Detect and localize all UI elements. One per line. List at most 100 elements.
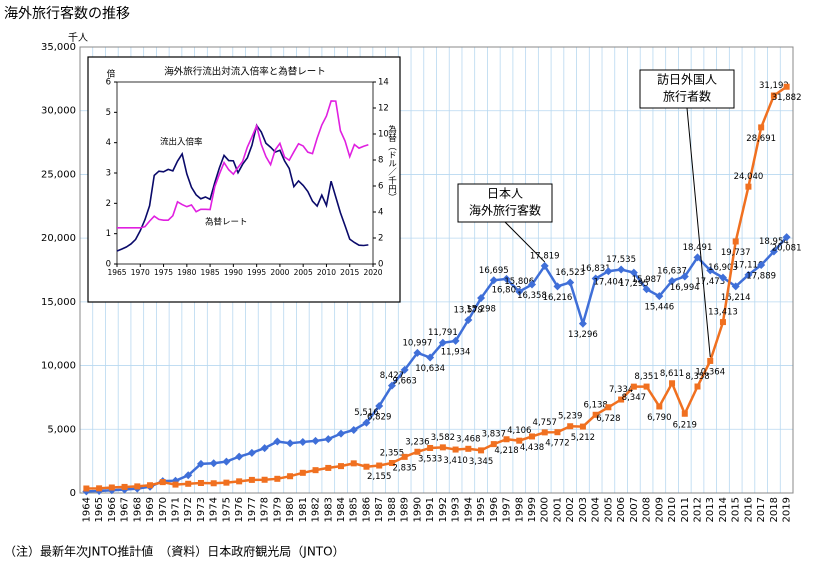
data-label: 8,611: [660, 369, 684, 379]
y-tick-label: 5: [106, 108, 111, 118]
point: [669, 380, 676, 387]
point: [438, 338, 447, 347]
point: [222, 457, 231, 466]
point: [489, 276, 498, 285]
point: [642, 285, 651, 294]
data-label: 3,837: [482, 430, 506, 440]
y-tick-label: 5,000: [47, 424, 76, 435]
point: [566, 278, 575, 287]
annotation: 訪日外国人: [657, 72, 717, 87]
x-tick-label: 1968: [132, 497, 143, 522]
point: [745, 183, 752, 190]
point: [719, 319, 726, 326]
x-tick-label: 1966: [107, 497, 118, 522]
data-label: 2,155: [367, 472, 391, 482]
data-label: 16,358: [517, 291, 547, 301]
y-tick-label: 3: [106, 169, 111, 179]
point: [196, 459, 205, 468]
data-label: 5,212: [571, 433, 595, 443]
point: [337, 429, 346, 438]
data-label: 16,803: [492, 285, 522, 295]
point: [159, 479, 166, 486]
x-tick-label: 1965: [107, 268, 126, 277]
x-tick-label: 2006: [616, 497, 627, 522]
x-tick-label: 2019: [782, 497, 793, 522]
y-tick-label: 4: [106, 138, 111, 148]
data-label: 11,934: [441, 347, 471, 357]
data-label: 4,772: [545, 439, 569, 449]
data-label: 16,903: [708, 263, 738, 273]
callout-line: [504, 221, 546, 263]
point: [769, 247, 778, 256]
y-tick-label: 25,000: [41, 169, 76, 180]
point: [248, 476, 255, 483]
point: [694, 383, 701, 390]
y2-tick-label: 6: [378, 182, 383, 192]
x-tick-label: 2000: [270, 268, 289, 277]
point: [629, 268, 638, 277]
data-label: 8,358: [685, 372, 709, 382]
data-label: 16,216: [543, 293, 573, 303]
point: [668, 276, 677, 285]
x-tick-label: 2017: [756, 497, 767, 522]
x-tick-label: 1980: [177, 268, 196, 277]
point: [299, 469, 306, 476]
point: [172, 481, 179, 488]
point: [311, 436, 320, 445]
x-tick-label: 1993: [451, 497, 462, 522]
data-label: 15,446: [644, 303, 674, 313]
data-label: 17,535: [606, 255, 636, 265]
data-label: 17,819: [530, 251, 560, 261]
point: [413, 348, 422, 357]
point: [298, 437, 307, 446]
point: [770, 92, 777, 99]
data-label: 3,533: [418, 454, 442, 464]
point: [363, 463, 370, 470]
point: [376, 462, 383, 469]
data-label: 2,835: [392, 463, 416, 473]
point: [287, 473, 294, 480]
x-tick-label: 1984: [336, 497, 347, 522]
y-tick-label: 2: [106, 199, 111, 209]
point: [656, 403, 663, 410]
point: [400, 365, 409, 374]
data-label: 4,757: [533, 418, 557, 428]
x-tick-label: 2018: [769, 497, 780, 522]
point: [490, 441, 497, 448]
x-tick-label: 1972: [183, 497, 194, 522]
point: [592, 411, 599, 418]
point: [388, 459, 395, 466]
x-tick-label: 1983: [323, 497, 334, 522]
point: [387, 381, 396, 390]
data-label: 18,491: [683, 243, 713, 253]
x-tick-label: 1975: [221, 497, 232, 522]
data-label: 8,351: [634, 372, 658, 382]
data-label: 17,473: [695, 277, 725, 287]
point: [707, 357, 714, 364]
x-tick-label: 1991: [425, 497, 436, 522]
x-tick-label: 1997: [502, 497, 513, 522]
point: [210, 480, 217, 487]
x-tick-label: 1974: [209, 497, 220, 522]
x-tick-label: 1987: [374, 497, 385, 522]
y2-tick-label: 2: [378, 234, 383, 244]
x-tick-label: 1969: [145, 497, 156, 522]
point: [349, 425, 358, 434]
point: [758, 124, 765, 131]
point: [83, 485, 90, 492]
y-tick-label: 30,000: [41, 106, 76, 117]
x-tick-label: 2002: [565, 497, 576, 522]
point: [515, 287, 524, 296]
x-tick-label: 2005: [603, 497, 614, 522]
y2-axis-label: 為替（ドル／千円）: [387, 124, 397, 201]
x-tick-label: 2001: [552, 497, 563, 522]
point: [362, 418, 371, 427]
data-label: 4,438: [520, 443, 544, 453]
point: [528, 433, 535, 440]
x-tick-label: 2007: [629, 497, 640, 522]
point: [503, 436, 510, 443]
data-label: 28,691: [746, 134, 776, 144]
x-tick-label: 2016: [743, 497, 754, 522]
chart-title: 海外旅行客数の推移: [4, 5, 130, 22]
x-tick-label: 1973: [196, 497, 207, 522]
